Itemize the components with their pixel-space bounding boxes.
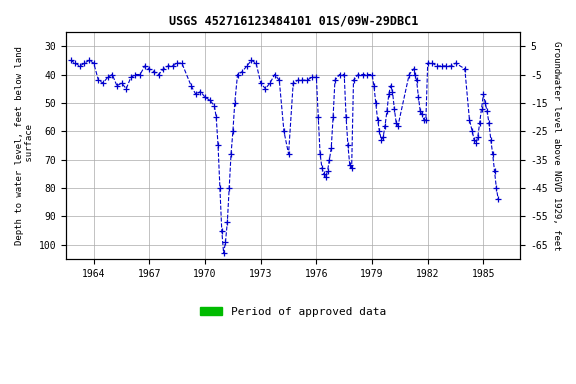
Bar xyxy=(66,259,177,268)
Legend: Period of approved data: Period of approved data xyxy=(196,303,391,321)
Bar xyxy=(400,259,465,268)
Bar xyxy=(474,259,521,268)
Y-axis label: Groundwater level above NGVD 1929, feet: Groundwater level above NGVD 1929, feet xyxy=(552,41,561,250)
Bar xyxy=(196,259,252,268)
Title: USGS 452716123484101 01S/09W-29DBC1: USGS 452716123484101 01S/09W-29DBC1 xyxy=(169,15,418,28)
Bar xyxy=(261,259,335,268)
Bar xyxy=(344,259,391,268)
Y-axis label: Depth to water level, feet below land
 surface: Depth to water level, feet below land su… xyxy=(15,46,35,245)
